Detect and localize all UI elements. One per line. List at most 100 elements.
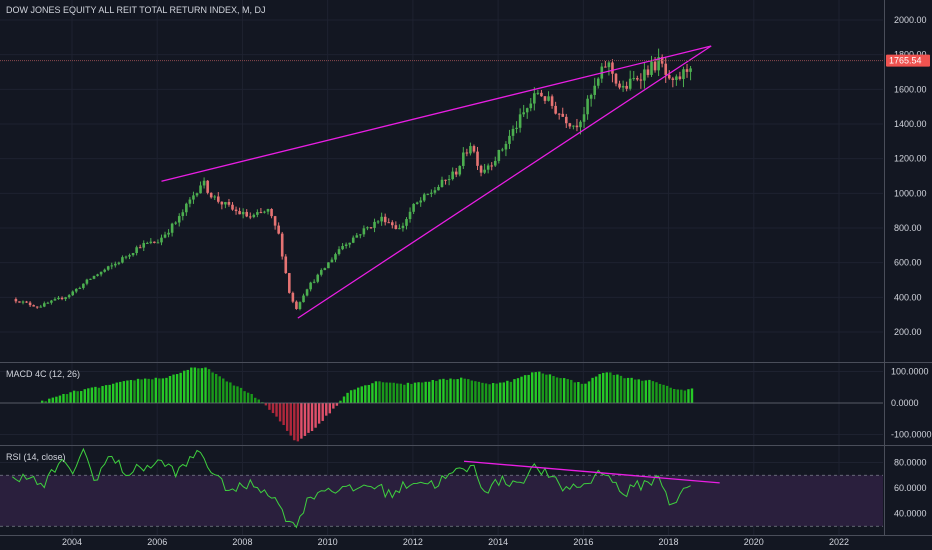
x-tick-label: 2022	[829, 537, 849, 547]
macd-bar	[520, 376, 523, 403]
x-tick-label: 2018	[659, 537, 679, 547]
macd-bar	[151, 379, 154, 403]
candle-body	[234, 209, 238, 212]
macd-bar	[158, 378, 161, 403]
candle-body	[71, 291, 75, 296]
macd-bar	[580, 383, 584, 403]
macd-bar	[410, 383, 413, 403]
macd-bar	[119, 381, 122, 403]
macd-bar	[687, 389, 690, 403]
macd-bar	[257, 399, 260, 403]
macd-bar	[673, 389, 676, 403]
macd-bar	[325, 403, 328, 416]
candle-body	[280, 233, 284, 257]
macd-bar	[62, 393, 65, 403]
candle-body	[241, 211, 245, 215]
macd-bar	[633, 379, 637, 403]
candle-body	[671, 78, 675, 80]
candle-body	[653, 61, 657, 71]
macd-bar	[143, 378, 147, 403]
candle-body	[177, 216, 181, 223]
candle-body	[351, 237, 355, 243]
rsi-pane	[0, 447, 883, 529]
macd-bar	[204, 367, 207, 403]
candle-body	[291, 292, 295, 302]
candle-body	[206, 180, 209, 193]
y-tick-label: 1600.00	[894, 84, 927, 94]
macd-bar	[552, 376, 555, 403]
candle-body	[248, 216, 252, 218]
candle-body	[259, 212, 263, 214]
candle-body	[362, 228, 366, 235]
candle-body	[398, 228, 401, 230]
candle-body	[167, 232, 170, 235]
candle-body	[305, 289, 309, 296]
candle-body	[440, 179, 444, 187]
macd-bar	[115, 382, 118, 403]
candle-body	[657, 57, 660, 71]
candle-body	[85, 279, 89, 284]
candle-body	[145, 242, 149, 244]
y-tick-label: 400.00	[894, 292, 922, 302]
candle-body	[302, 295, 305, 303]
macd-bar	[197, 368, 200, 403]
candle-body	[618, 83, 621, 88]
macd-bar	[282, 403, 285, 426]
candle-body	[46, 302, 50, 304]
candle-body	[110, 265, 114, 267]
macd-bar	[495, 383, 498, 403]
macd-bar	[438, 379, 442, 403]
macd-bar	[570, 379, 573, 403]
candle-body	[32, 305, 35, 307]
macd-bar	[317, 403, 321, 424]
candle-body	[568, 123, 572, 127]
rsi-tick-label: 80.0000	[894, 458, 927, 468]
macd-bar	[470, 380, 474, 403]
macd-bar	[246, 392, 250, 403]
candle-body	[561, 113, 565, 117]
rsi-tick-label: 60.0000	[894, 483, 927, 493]
macd-bar	[349, 390, 353, 403]
macd-bar	[126, 380, 129, 403]
x-tick-label: 2004	[62, 537, 82, 547]
candle-body	[383, 216, 387, 223]
candle-body	[142, 243, 146, 248]
candle-body	[387, 222, 391, 224]
x-tick-label: 2010	[318, 537, 338, 547]
macd-bar	[229, 382, 232, 403]
candle-body	[298, 302, 302, 309]
macd-bar	[637, 379, 640, 403]
macd-bar	[293, 403, 296, 441]
candle-body	[522, 112, 525, 115]
candle-body	[284, 256, 288, 274]
candle-body	[621, 85, 625, 88]
candle-body	[288, 273, 291, 293]
rsi-title: RSI (14, close)	[6, 452, 66, 462]
candle-body	[199, 185, 202, 194]
x-tick-label: 2006	[147, 537, 167, 547]
candle-body	[266, 209, 270, 212]
macd-bar	[218, 376, 221, 403]
candle-body	[639, 79, 643, 81]
macd-bar	[335, 403, 339, 406]
macd-bar	[630, 377, 633, 403]
macd-bar	[186, 369, 189, 403]
candle-body	[263, 211, 266, 213]
candle-body	[611, 62, 614, 74]
macd-bar	[669, 387, 672, 403]
candle-body	[625, 85, 628, 89]
candle-body	[14, 299, 18, 302]
macd-bar	[534, 372, 537, 403]
candle-body	[596, 78, 600, 86]
macd-bar	[555, 377, 559, 403]
candle-body	[202, 180, 206, 186]
candle-body	[327, 262, 330, 269]
y-tick-label: 1000.00	[894, 188, 927, 198]
macd-bar	[690, 388, 694, 403]
candle-body	[479, 165, 483, 173]
macd-bar	[431, 380, 434, 403]
macd-bar	[101, 386, 104, 403]
candle-body	[64, 297, 67, 299]
